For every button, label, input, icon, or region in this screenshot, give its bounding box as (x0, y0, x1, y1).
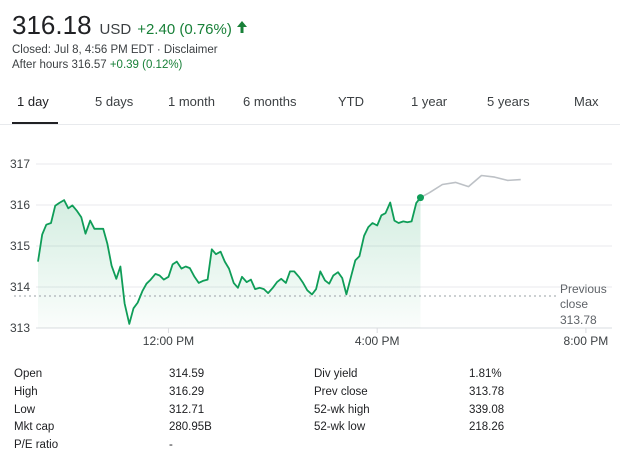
stat-value: 218.26 (469, 421, 505, 434)
previous-close-label-2: close (560, 297, 588, 311)
stat-label: Low (14, 403, 36, 416)
tab-max[interactable]: Max (574, 94, 599, 109)
active-tab-indicator (12, 122, 58, 124)
stats-row: Mkt cap 280.95B 52-wk low 218.26 (14, 421, 614, 439)
y-tick-label: 316 (10, 198, 30, 212)
stat-label: Prev close (314, 385, 368, 398)
stats-row: Low 312.71 52-wk high 339.08 (14, 404, 614, 422)
stat-value: 280.95B (169, 421, 212, 434)
after-hours-line: After hours 316.57 +0.39 (0.12%) (12, 58, 248, 73)
y-axis-ticks: 317 316 315 314 313 (10, 157, 30, 335)
stat-value: 312.71 (169, 403, 205, 416)
stat-value: 313.78 (469, 385, 505, 398)
stat-label: Open (14, 368, 43, 380)
stat-label: 52-wk low (314, 421, 366, 434)
stat-label: Div yield (314, 368, 358, 380)
up-arrow-icon (236, 21, 247, 33)
stats-row: P/E ratio - (14, 439, 614, 457)
x-tick-label: 8:00 PM (564, 334, 609, 348)
intraday-area (38, 197, 421, 328)
tab-1-day[interactable]: 1 day (17, 94, 49, 109)
stats-row: High 316.29 Prev close 313.78 (14, 386, 614, 404)
stat-value: 314.59 (169, 368, 205, 380)
tab-1-month[interactable]: 1 month (168, 94, 215, 109)
tab-5-days[interactable]: 5 days (95, 94, 134, 109)
current-price: 316.18 (12, 10, 92, 40)
disclaimer-link[interactable]: Disclaimer (163, 44, 218, 56)
previous-close-value: 313.78 (560, 313, 597, 327)
close-price-marker (416, 194, 424, 202)
stat-label (314, 439, 469, 457)
price-row: 316.18 USD +2.40 (0.76%) (12, 10, 248, 41)
stat-label: Mkt cap (14, 421, 55, 434)
y-tick-label: 317 (10, 157, 30, 171)
stat-value (469, 439, 614, 457)
currency-label: USD (99, 21, 132, 38)
tab-6-months[interactable]: 6 months (243, 94, 297, 109)
y-tick-label: 314 (10, 280, 30, 294)
stat-value: 1.81% (469, 368, 502, 380)
x-tick-label: 12:00 PM (143, 334, 194, 348)
stats-row: Open 314.59 Div yield 1.81% (14, 368, 614, 386)
stat-value: 316.29 (169, 385, 205, 398)
x-axis-ticks: 12:00 PM 4:00 PM 8:00 PM (143, 328, 608, 348)
stats-table: Open 314.59 Div yield 1.81% High 316.29 … (14, 368, 614, 457)
tab-5-years[interactable]: 5 years (487, 94, 530, 109)
x-tick-label: 4:00 PM (355, 334, 400, 348)
after-hours-price: After hours 316.57 (12, 59, 107, 71)
stat-value: 339.08 (469, 403, 505, 416)
range-tabs: 1 day 5 days 1 month 6 months YTD 1 year… (0, 86, 620, 125)
after-hours-price-line (420, 174, 521, 199)
closed-time: Closed: Jul 8, 4:56 PM EDT (12, 44, 154, 56)
stat-label: 52-wk high (314, 403, 370, 416)
after-hours-change: +0.39 (0.12%) (109, 59, 183, 71)
y-tick-label: 313 (10, 321, 30, 335)
price-chart[interactable]: 317 316 315 314 313 12:00 PM 4:00 PM 8:00 PM P… (0, 140, 620, 355)
stat-label: P/E ratio (14, 439, 59, 452)
closed-line: Closed: Jul 8, 4:56 PM EDT · Disclaimer (12, 43, 248, 58)
intraday-price-line (37, 197, 422, 325)
previous-close-label: Previous (560, 282, 607, 296)
tab-1-year[interactable]: 1 year (411, 94, 448, 109)
quote-header: 316.18 USD +2.40 (0.76%) Closed: Jul 8, … (12, 10, 248, 73)
meta-separator: · (153, 44, 164, 56)
y-tick-label: 315 (10, 239, 30, 253)
tab-ytd[interactable]: YTD (338, 94, 364, 109)
stat-label: High (14, 385, 38, 398)
price-change: +2.40 (0.76%) (137, 21, 232, 38)
stat-value: - (169, 439, 173, 452)
